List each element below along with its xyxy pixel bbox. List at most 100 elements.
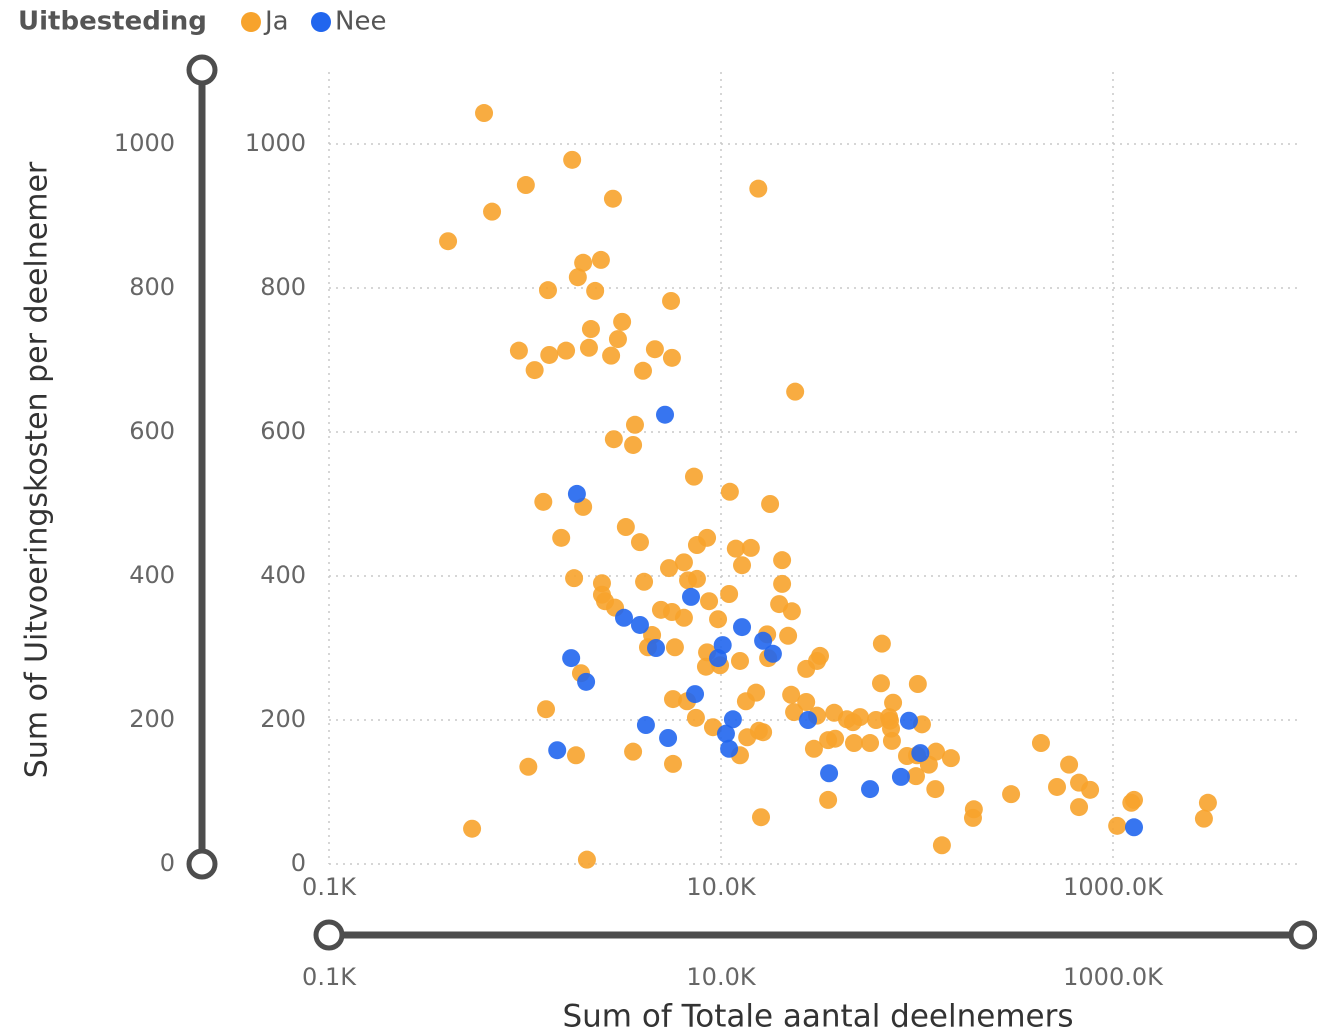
point: [615, 608, 634, 627]
y-slider-handle[interactable]: [186, 848, 218, 880]
point: [662, 291, 681, 310]
point: [540, 345, 559, 364]
point: [826, 729, 845, 748]
point: [687, 536, 706, 555]
x-slider-label: 10.0K: [686, 963, 756, 991]
point: [1081, 780, 1100, 799]
point: [602, 346, 621, 365]
point: [565, 569, 584, 588]
y-tick-label: 400: [260, 561, 306, 589]
point: [567, 484, 586, 503]
point: [843, 713, 862, 732]
point: [899, 711, 918, 730]
point: [773, 574, 792, 593]
point: [926, 780, 945, 799]
point: [613, 312, 632, 331]
point: [577, 850, 596, 869]
point: [882, 731, 901, 750]
point: [736, 692, 755, 711]
point: [568, 268, 587, 287]
point: [664, 754, 683, 773]
point: [586, 281, 605, 300]
point: [581, 320, 600, 339]
point: [635, 572, 654, 591]
point: [1125, 818, 1144, 837]
point: [662, 603, 681, 621]
point: [884, 693, 903, 712]
point: [1122, 793, 1141, 812]
x-tick-label: 1000.0K: [1063, 873, 1164, 901]
y-axis-title: Sum of Uitvoeringskosten per deelnemer: [20, 161, 55, 778]
point: [463, 819, 482, 838]
point: [1198, 793, 1217, 812]
point: [770, 595, 789, 614]
point: [861, 780, 880, 799]
point: [665, 638, 684, 657]
point: [1002, 785, 1021, 804]
point: [636, 716, 655, 735]
point: [538, 281, 557, 300]
point: [686, 708, 705, 727]
point: [872, 634, 891, 653]
point: [749, 179, 768, 198]
point: [963, 808, 982, 827]
y-slider-label: 800: [129, 273, 175, 301]
point: [720, 585, 739, 603]
point: [761, 495, 780, 513]
y-tick-label: 600: [260, 417, 306, 445]
point: [475, 104, 494, 123]
point: [820, 764, 839, 783]
y-slider-label: 600: [129, 417, 175, 445]
x-slider-handle[interactable]: [1288, 920, 1317, 950]
series-0: [439, 104, 1217, 869]
point: [562, 649, 581, 668]
point: [861, 734, 880, 753]
point: [804, 739, 823, 758]
x-axis-title: Sum of Totale aantal deelnemers: [562, 999, 1073, 1035]
point: [891, 767, 910, 786]
point: [647, 639, 666, 657]
x-slider-handle[interactable]: [313, 919, 345, 951]
x-tick-label: 0.1K: [302, 873, 357, 901]
point: [911, 744, 930, 763]
point: [682, 587, 701, 606]
point: [752, 808, 771, 827]
point: [603, 189, 622, 208]
y-slider-label: 1000: [114, 129, 175, 157]
point: [616, 518, 635, 537]
point: [563, 150, 582, 169]
point: [773, 551, 792, 570]
point: [577, 672, 596, 691]
point: [662, 348, 681, 367]
point: [624, 435, 643, 454]
point: [720, 482, 739, 501]
y-tick-label: 1000: [245, 129, 306, 157]
point: [941, 749, 960, 768]
point: [537, 700, 556, 719]
point: [645, 340, 664, 359]
point: [716, 724, 735, 743]
legend: Ja Nee: [241, 7, 386, 37]
point: [906, 767, 925, 786]
point: [1060, 755, 1079, 774]
x-slider-label: 0.1K: [302, 963, 357, 991]
point: [630, 615, 649, 634]
point: [625, 415, 644, 434]
y-slider-label: 0: [160, 849, 175, 877]
point: [1194, 809, 1213, 828]
point: [534, 492, 553, 511]
point: [709, 610, 728, 629]
point: [726, 539, 745, 558]
point: [797, 693, 816, 711]
point: [608, 330, 627, 349]
y-slider-handle[interactable]: [186, 54, 218, 86]
point: [754, 631, 773, 650]
point: [844, 734, 863, 753]
point: [908, 675, 927, 693]
point: [660, 559, 679, 578]
point: [867, 711, 886, 729]
point: [552, 528, 571, 547]
y-slider-label: 200: [129, 705, 175, 733]
x-slider-label: 1000.0K: [1063, 963, 1164, 991]
point: [1108, 816, 1127, 835]
